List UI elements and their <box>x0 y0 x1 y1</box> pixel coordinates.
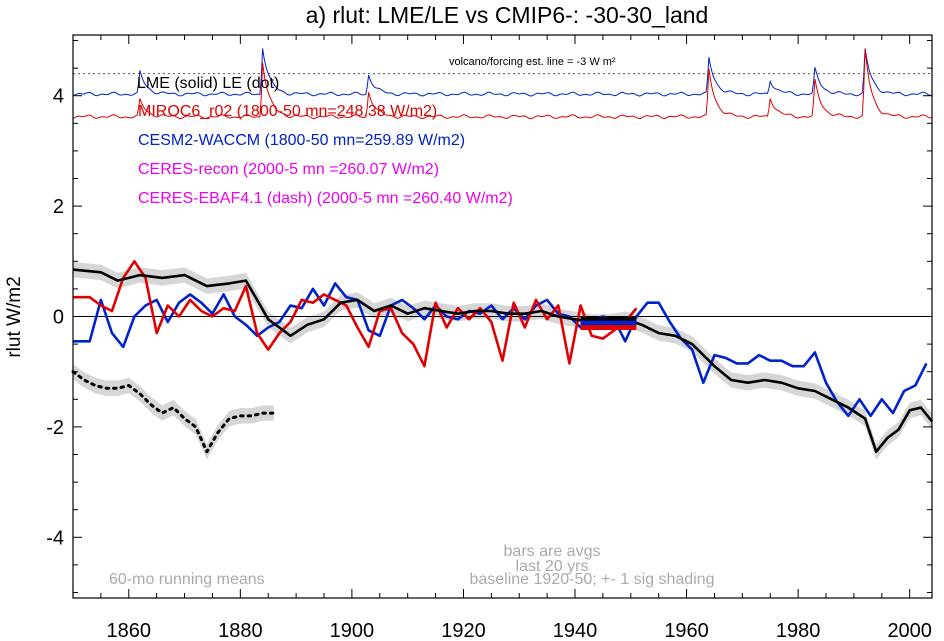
last-20yr-average-bars <box>580 316 637 331</box>
series-line-le-dot <box>71 370 276 454</box>
legend-entry-0: LME (solid) LE (dot) <box>137 75 279 92</box>
y-tick-label: -4 <box>46 527 64 549</box>
bars-note-line1: bars are avgs <box>504 543 601 560</box>
axes: 1860 1880 1900 1920 1940 1960 1980 2000 -4 -2 0 2 4 <box>46 34 933 641</box>
bars-note-line2: last 20 yrs <box>516 558 589 575</box>
legend-entry-4: CERES-EBAF4.1 (dash) (2000-5 mn =260.40 … <box>138 190 513 207</box>
running-means-note: 60-mo running means <box>109 571 265 588</box>
volcano-curve-1 <box>72 49 933 120</box>
x-tick-label: 1960 <box>664 620 709 641</box>
x-tick-label: 1940 <box>553 620 598 641</box>
series-line-lme-solid <box>72 268 934 453</box>
y-tick-label: -2 <box>46 417 64 439</box>
x-tick-label: 1920 <box>441 620 486 641</box>
legend-entry-2: CESM2-WACCM (1800-50 mn=259.89 W/m2) <box>138 132 465 149</box>
volcano-note: volcano/forcing est. line = -3 W m² <box>449 56 616 68</box>
x-tick-label: 1860 <box>107 620 152 641</box>
x-tick-label: 1880 <box>218 620 263 641</box>
x-tick-label: 1980 <box>776 620 821 641</box>
shading-le-dot <box>73 364 274 460</box>
y-tick-label: 0 <box>53 307 64 329</box>
legend-entry-1: MIROC6_r02 (1800-50 mn=248.38 W/m2) <box>138 103 437 120</box>
y-tick-label: 2 <box>53 196 64 218</box>
legend: LME (solid) LE (dot) MIROC6_r02 (1800-50 … <box>137 75 513 207</box>
data-series <box>71 260 934 454</box>
x-tick-label: 2000 <box>887 620 932 641</box>
shading-lme-solid <box>73 261 932 460</box>
baseline-note: baseline 1920-50; +- 1 sig shading <box>469 571 714 588</box>
volcano-curve-0 <box>72 48 933 97</box>
y-tick-label: 4 <box>53 86 64 108</box>
x-tick-label: 1900 <box>330 620 375 641</box>
series-line-cesm2-waccm <box>73 282 928 418</box>
chart-title: a) rlut: LME/LE vs CMIP6-: -30-30_land <box>306 2 709 28</box>
volcano-forcing-curves <box>72 48 933 120</box>
y-axis-label: rlut W/m2 <box>4 276 25 357</box>
legend-entry-3: CERES-recon (2000-5 mn =260.07 W/m2) <box>138 161 439 178</box>
